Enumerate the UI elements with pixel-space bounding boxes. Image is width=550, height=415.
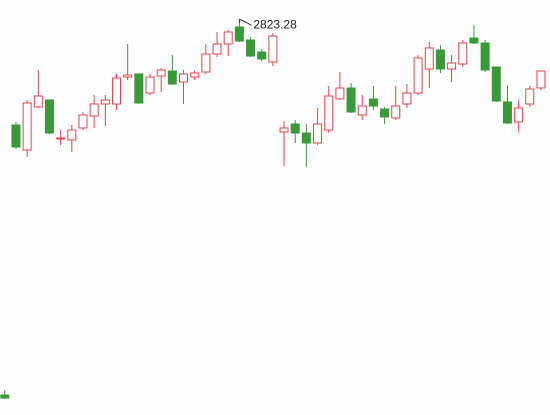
- candle-body: [491, 66, 501, 102]
- candle-body: [313, 123, 323, 144]
- candle-body: [167, 70, 177, 85]
- annotation-label: 2823.28: [253, 18, 297, 32]
- candle-body: [78, 114, 88, 129]
- candle-body: [212, 43, 222, 55]
- candle-body: [391, 105, 401, 119]
- candle-body: [380, 108, 390, 118]
- candle-body: [223, 31, 233, 45]
- candle-body: [536, 70, 546, 89]
- candle-body: [190, 72, 200, 78]
- candle-body: [424, 47, 434, 70]
- candle-body: [257, 51, 267, 60]
- candle-body: [301, 132, 311, 144]
- candle-body: [525, 88, 535, 105]
- candle-body: [447, 62, 457, 70]
- candle-body: [56, 137, 66, 140]
- candle-body: [201, 53, 211, 73]
- candle-body: [156, 69, 166, 77]
- candle-body: [502, 101, 512, 124]
- candle-body: [0, 394, 10, 399]
- candle-body: [145, 76, 155, 94]
- annotation-leader: [238, 18, 252, 26]
- candle-body: [44, 99, 54, 134]
- candle-body: [402, 92, 412, 105]
- candle-body: [179, 73, 189, 83]
- candle-body: [324, 95, 334, 131]
- candle-body: [268, 35, 278, 63]
- candle-body: [368, 98, 378, 107]
- candle-body: [112, 77, 121, 105]
- candle-body: [22, 102, 32, 151]
- candle-body: [357, 105, 367, 116]
- candle-body: [279, 127, 289, 133]
- candle-body: [100, 99, 110, 105]
- candle-body: [89, 103, 99, 117]
- candle-body: [514, 107, 524, 123]
- candle-body: [346, 87, 356, 113]
- candle-body: [33, 95, 43, 108]
- candle-body: [335, 87, 345, 100]
- candle-body: [458, 42, 468, 65]
- candle-body: [67, 129, 77, 141]
- candle-body: [435, 49, 445, 70]
- candle-body: [123, 74, 133, 78]
- candle-body: [469, 37, 479, 44]
- candle-body: [290, 123, 300, 134]
- candle-body: [246, 39, 256, 57]
- candle-body: [480, 42, 490, 71]
- candle-body: [11, 124, 21, 148]
- candle-body: [134, 73, 144, 104]
- candle-body: [413, 57, 423, 94]
- candle-body: [234, 26, 244, 42]
